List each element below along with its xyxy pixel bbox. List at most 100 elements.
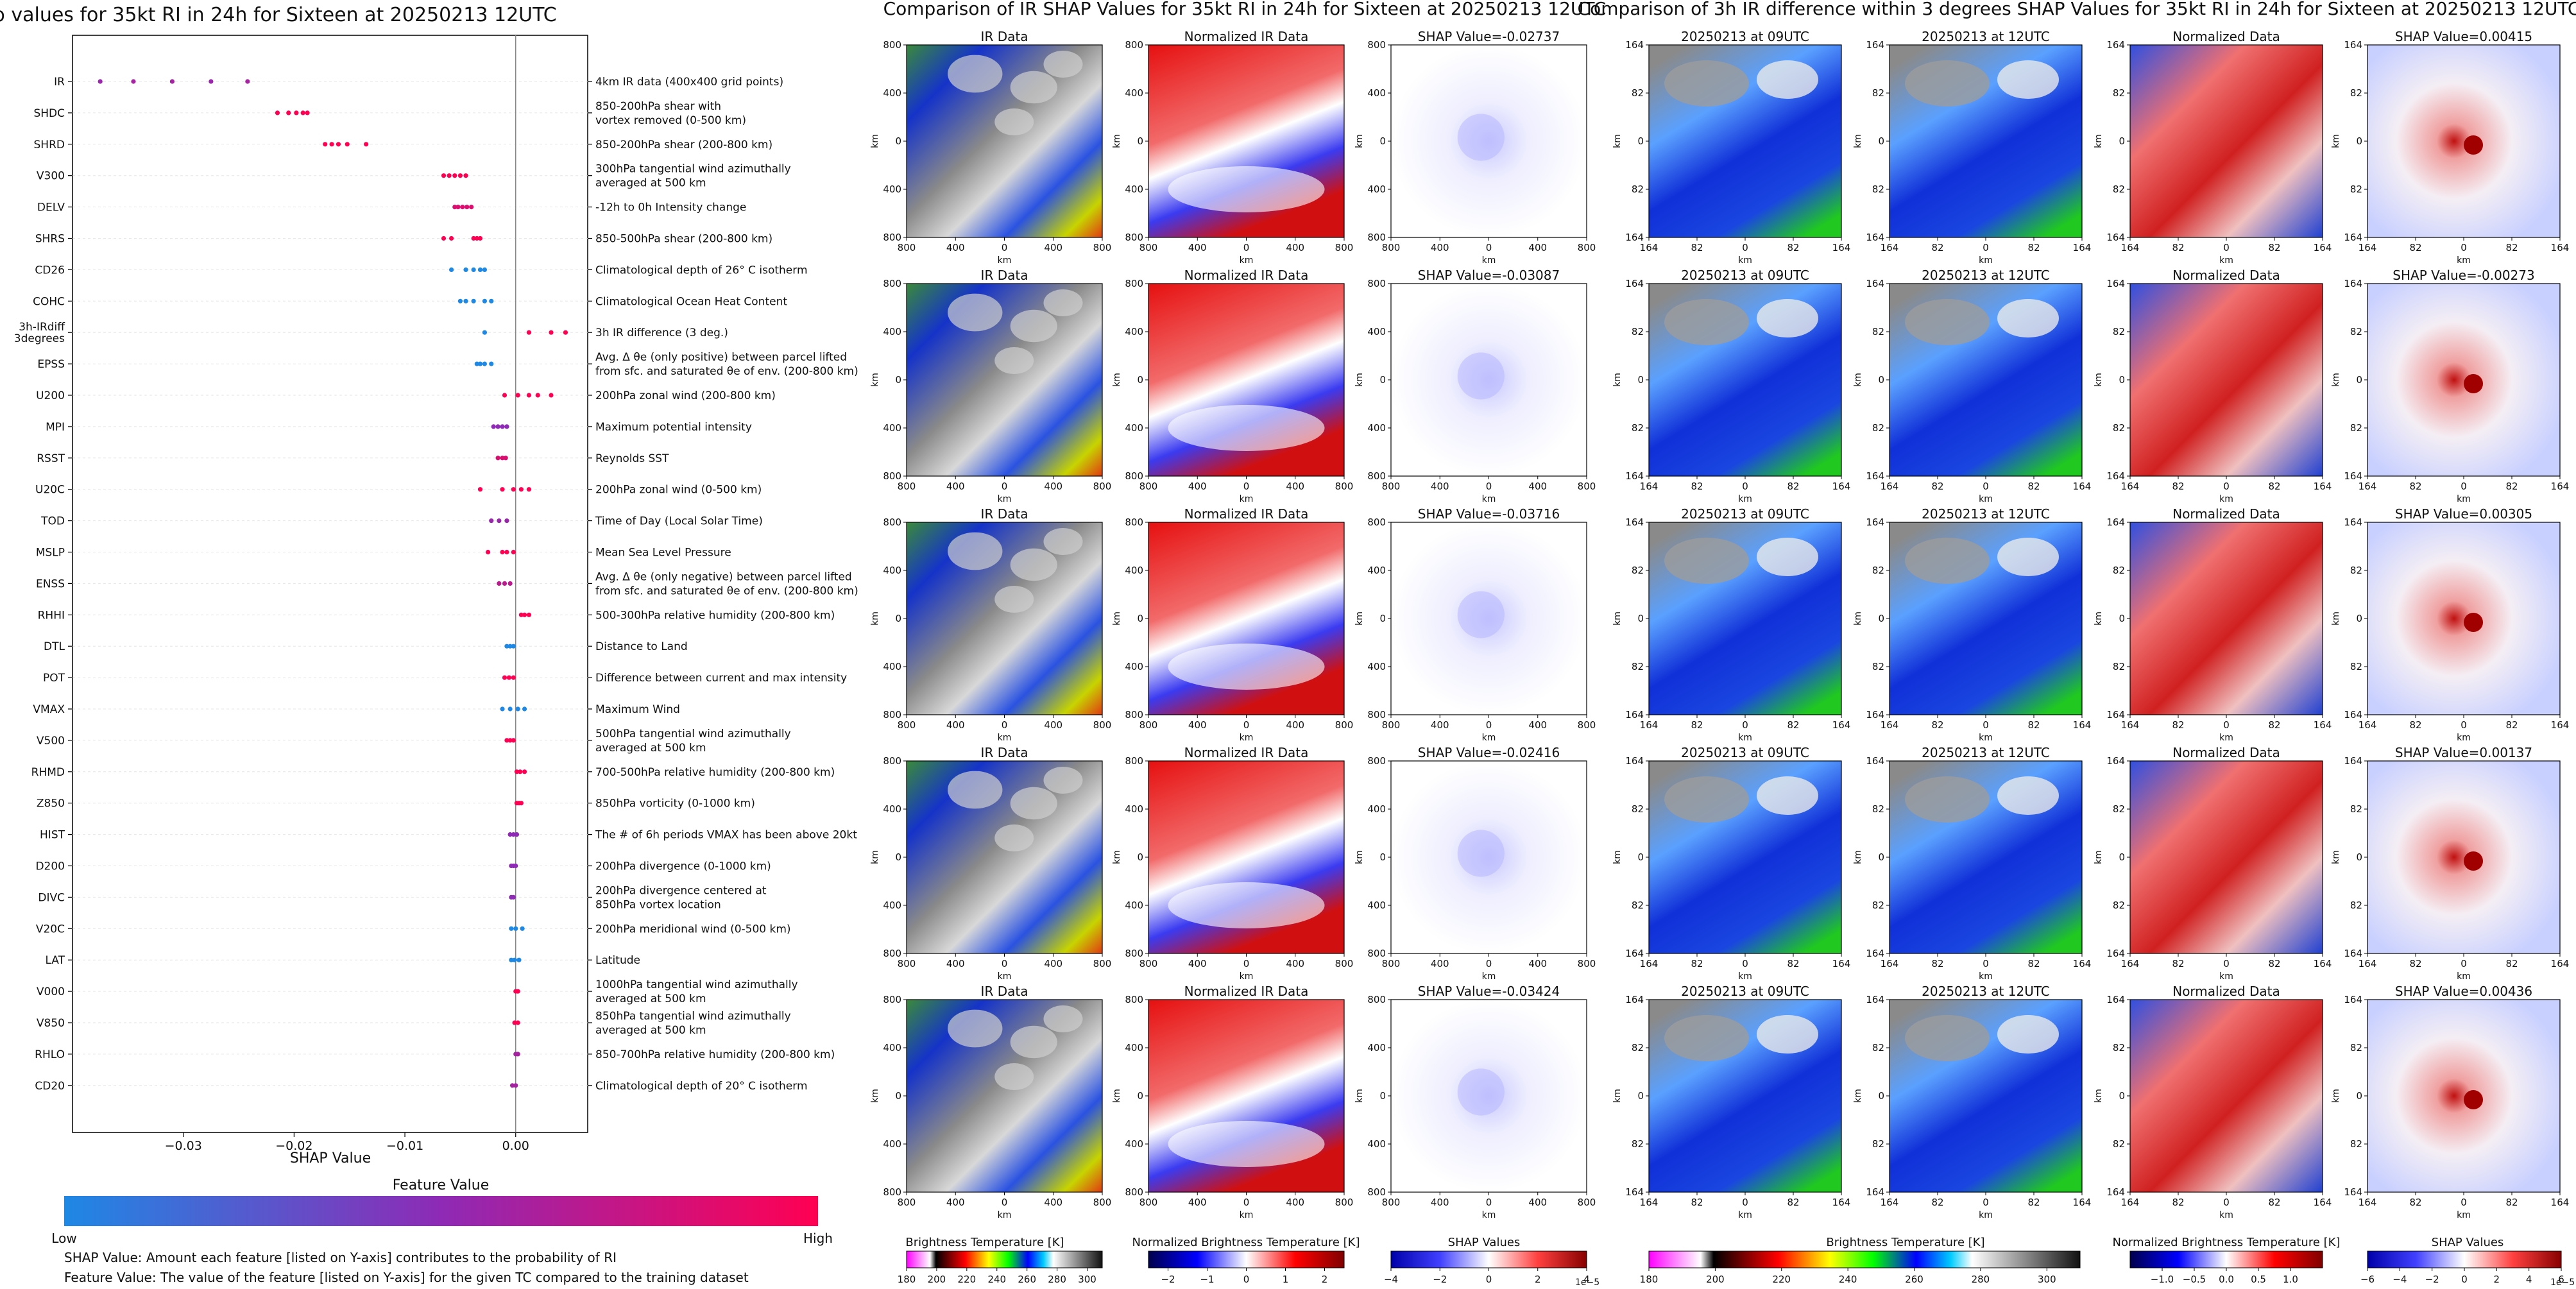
shap-point [549, 330, 554, 335]
panel-x-tick-label: 800 [1578, 1197, 1596, 1208]
panel-title: 20250213 at 12UTC [1922, 984, 2050, 999]
panel-x-tick-label: 164 [1832, 719, 1851, 731]
shap-point [441, 235, 447, 241]
panel-x-axis-label: km [2219, 1210, 2233, 1220]
feature-name: RHLO [35, 1048, 65, 1061]
panel-x-tick-label: 400 [1528, 1197, 1547, 1208]
panel-x-tick-label: 164 [1640, 1197, 1659, 1208]
panel-title: SHAP Value=-0.03424 [1418, 984, 1560, 999]
panel-y-tick-label: 400 [1367, 87, 1386, 99]
colorbar-tick-label: 1.0 [2283, 1274, 2298, 1285]
shap-point [323, 142, 328, 147]
panel-y-tick-label: 0 [2119, 135, 2125, 147]
panel-x-tick-label: 400 [1044, 958, 1062, 969]
shap-point [508, 706, 513, 712]
panel-y-tick-label: 82 [1872, 900, 1884, 911]
panel-x-tick-label: 800 [898, 242, 916, 253]
feature-description: Climatological depth of 20° C isotherm [595, 1080, 808, 1093]
panel-y-tick-label: 164 [1625, 278, 1644, 289]
feature-name: POT [43, 672, 65, 685]
cloud-blob [1664, 1015, 1749, 1061]
shap-point [526, 487, 532, 492]
panel-y-tick-label: 800 [1125, 948, 1143, 959]
panel-image [907, 522, 1102, 715]
panel-y-tick-label: 82 [1872, 1138, 1884, 1150]
feature-name: U200 [36, 389, 65, 402]
panel-x-tick-label: 82 [2268, 481, 2280, 492]
panel-x-tick-label: 800 [1578, 958, 1596, 969]
panel-x-tick-label: 82 [2409, 719, 2421, 731]
panel-x-axis-label: km [1979, 1210, 1993, 1220]
panel-x-tick-label: 400 [1431, 242, 1449, 253]
panel-x-tick-label: 800 [1578, 242, 1596, 253]
panel-x-tick-label: 82 [1931, 719, 1943, 731]
panel-x-tick-label: 0 [1742, 719, 1748, 731]
feature-description: 200hPa zonal wind (200-800 km) [595, 389, 776, 402]
panel-x-tick-label: 82 [2409, 242, 2421, 253]
shap-summary-chart: Shap values for 35kt RI in 24h for Sixte… [0, 4, 858, 1285]
cloud-blob [1043, 51, 1083, 78]
panel-x-tick-label: 800 [1139, 958, 1158, 969]
panel-x-tick-label: 800 [898, 1197, 916, 1208]
shap-point [502, 581, 508, 586]
shap-point [518, 612, 524, 617]
panel-title: Normalized IR Data [1184, 268, 1309, 283]
panel-x-tick-label: 0 [2461, 719, 2467, 731]
panel-y-tick-label: 400 [883, 422, 901, 434]
panel-y-tick-label: 800 [1125, 39, 1143, 51]
colorbar-tick-label: −6 [2360, 1274, 2375, 1285]
feature-name: LAT [45, 954, 65, 967]
feature-name: CD26 [35, 264, 65, 277]
panel-y-tick-label: 0 [1637, 613, 1644, 624]
shap-hotspot [2464, 851, 2483, 871]
colorbar-tick-label: −4 [2393, 1274, 2407, 1285]
panel-y-tick-label: 164 [1866, 948, 1884, 959]
panel-y-tick-label: 0 [2356, 135, 2362, 147]
panel-y-tick-label: 800 [1367, 948, 1386, 959]
panel-x-tick-label: 0 [1983, 242, 1989, 253]
feature-description: 850hPa vorticity (0-1000 km) [595, 798, 755, 810]
panel-x-tick-label: 800 [1335, 1197, 1354, 1208]
panel-x-tick-label: 800 [1335, 958, 1354, 969]
panel-y-tick-label: 164 [1866, 232, 1884, 243]
panel-y-tick-label: 800 [1367, 994, 1386, 1005]
feature-name: Z850 [37, 798, 65, 810]
panel-y-tick-label: 82 [1632, 803, 1644, 815]
panel-y-axis-label: km [870, 373, 880, 387]
feature-description: 200hPa meridional wind (0-500 km) [595, 923, 791, 935]
shap-points [98, 79, 568, 1088]
panel-y-tick-label: 164 [2344, 755, 2362, 767]
panel-x-axis-label: km [1240, 971, 1254, 982]
shap-point [502, 393, 508, 398]
cloud-blob [1757, 299, 1818, 337]
shap-point [460, 205, 465, 210]
feature-description: 850-500hPa shear (200-800 km) [595, 233, 772, 246]
panel-y-tick-label: 82 [2350, 422, 2362, 434]
panel-x-tick-label: 82 [2172, 719, 2184, 731]
panel-title: SHAP Value=-0.03087 [1418, 268, 1560, 283]
feature-description: Time of Day (Local Solar Time) [595, 515, 763, 528]
panel-x-tick-label: 400 [1044, 242, 1062, 253]
cloud-blob [1664, 776, 1749, 823]
panel-image [2130, 1000, 2323, 1192]
shap-point [465, 205, 470, 210]
colorbar-tick-label: 1 [1283, 1274, 1289, 1285]
feature-description: Maximum potential intensity [595, 421, 752, 434]
panel-y-tick-label: 164 [2106, 516, 2125, 528]
panel-x-tick-label: 164 [2358, 958, 2377, 969]
shap-point [500, 549, 505, 555]
panel-y-tick-label: 164 [1866, 755, 1884, 767]
norm-blob [1168, 1121, 1325, 1167]
panel-y-tick-label: 400 [883, 803, 901, 815]
colorbar-tick-label: 240 [1839, 1274, 1857, 1285]
norm-blob [1168, 882, 1325, 928]
feature-name: HIST [40, 829, 65, 842]
colorbar-tick-label: 0.5 [2251, 1274, 2266, 1285]
panel-y-tick-label: 800 [883, 470, 901, 482]
panel-y-axis-label: km [2094, 134, 2104, 148]
shap-blob [1457, 114, 1505, 161]
panel-image [2130, 761, 2323, 953]
shap-point [441, 173, 447, 178]
